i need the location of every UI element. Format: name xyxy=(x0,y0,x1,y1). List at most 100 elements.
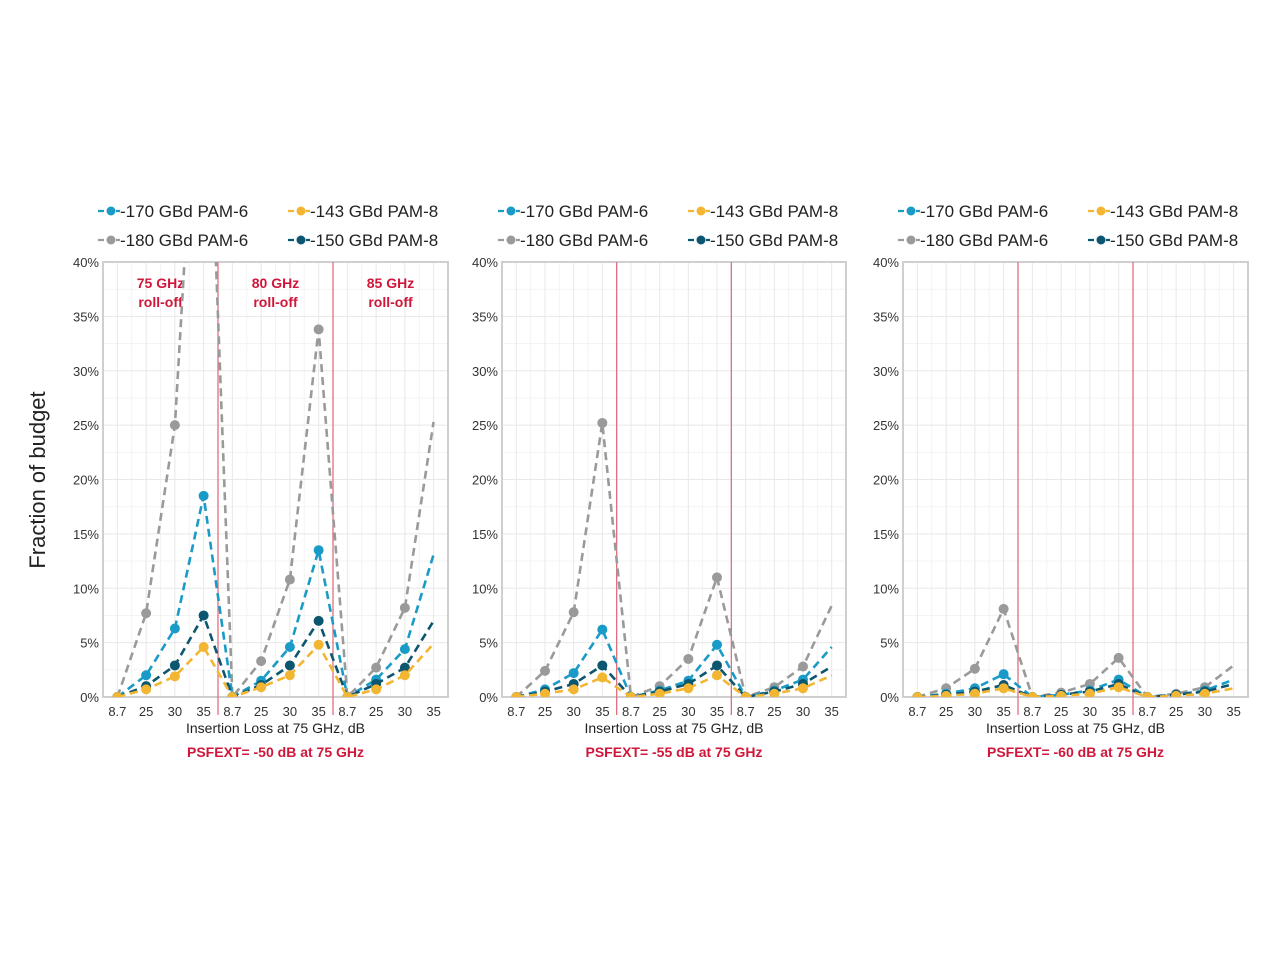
y-tick-label: 35% xyxy=(873,309,899,324)
legend-label: -150 GBd PAM-8 xyxy=(1110,231,1238,250)
data-point-170-gbd-pam-6 xyxy=(568,668,579,679)
y-tick-label: 40% xyxy=(873,255,899,270)
y-tick-label: 0% xyxy=(880,690,899,705)
rolloff-annotation: 85 GHz xyxy=(367,275,414,291)
legend-item-143-gbd-pam-8: -143 GBd PAM-8 xyxy=(1088,202,1238,221)
legend-marker xyxy=(1096,235,1106,245)
legend-label: -180 GBd PAM-6 xyxy=(120,231,248,250)
y-tick-label: 25% xyxy=(873,418,899,433)
data-point-143-gbd-pam-8 xyxy=(1056,690,1067,697)
x-tick-label: 35 xyxy=(196,704,210,719)
data-point-143-gbd-pam-8 xyxy=(769,688,780,697)
x-tick-label: 8.7 xyxy=(737,704,755,719)
x-tick-label: 8.7 xyxy=(1023,704,1041,719)
y-tick-label: 35% xyxy=(73,309,99,324)
data-point-143-gbd-pam-8 xyxy=(1142,692,1153,697)
data-point-143-gbd-pam-8 xyxy=(1113,682,1124,693)
y-axis-title: Fraction of budget xyxy=(25,391,50,568)
data-point-150-gbd-pam-8 xyxy=(597,660,608,671)
legend-label: -180 GBd PAM-6 xyxy=(520,231,648,250)
rolloff-annotation: 80 GHz xyxy=(252,275,299,291)
x-tick-label: 30 xyxy=(398,704,412,719)
data-point-180-gbd-pam-6 xyxy=(141,608,152,619)
x-tick-label: 8.7 xyxy=(338,704,356,719)
legend-marker xyxy=(296,206,306,216)
series-line-170-gbd-pam-6 xyxy=(515,628,833,697)
data-point-143-gbd-pam-8 xyxy=(1084,688,1095,697)
data-point-143-gbd-pam-8 xyxy=(169,671,180,682)
y-tick-label: 10% xyxy=(472,581,498,596)
data-point-150-gbd-pam-8 xyxy=(284,660,295,671)
plot-frame xyxy=(102,261,449,698)
data-point-180-gbd-pam-6 xyxy=(284,574,295,585)
x-tick-label: 30 xyxy=(1198,704,1212,719)
data-point-180-gbd-pam-6 xyxy=(998,603,1009,614)
x-tick-label: 8.7 xyxy=(1138,704,1156,719)
x-tick-label: 30 xyxy=(283,704,297,719)
x-tick-label: 35 xyxy=(595,704,609,719)
x-axis-title: Insertion Loss at 75 GHz, dB xyxy=(186,720,365,736)
data-point-180-gbd-pam-6 xyxy=(712,572,722,583)
data-point-143-gbd-pam-8 xyxy=(112,692,123,697)
data-point-170-gbd-pam-6 xyxy=(169,623,180,634)
legend-item-170-gbd-pam-6: -170 GBd PAM-6 xyxy=(98,202,248,221)
data-point-143-gbd-pam-8 xyxy=(511,692,522,697)
data-point-143-gbd-pam-8 xyxy=(1199,688,1210,697)
x-tick-label: 8.7 xyxy=(223,704,241,719)
x-tick-label: 30 xyxy=(566,704,580,719)
data-point-180-gbd-pam-6 xyxy=(597,417,608,428)
x-tick-label: 25 xyxy=(767,704,781,719)
legend-label: -170 GBd PAM-6 xyxy=(120,202,248,221)
data-point-143-gbd-pam-8 xyxy=(626,692,636,697)
data-point-143-gbd-pam-8 xyxy=(912,692,923,697)
rolloff-annotation: roll-off xyxy=(253,294,298,310)
data-point-180-gbd-pam-6 xyxy=(313,324,324,335)
chart-panel-3: 0% 5% 10% 15% 20% 25% 30% 35% 40% 8.7 25 30 35 8.7 25 3… xyxy=(873,202,1249,760)
x-tick-label: 30 xyxy=(1083,704,1097,719)
chart-panel-1: 0% 5% 10% 15% 20% 25% 30% 35% 40% 8.7 25 30 35 8.7 25 3… xyxy=(73,202,449,760)
plot-frame xyxy=(902,261,1249,698)
data-point-180-gbd-pam-6 xyxy=(798,661,808,672)
legend-label: -170 GBd PAM-6 xyxy=(520,202,648,221)
x-tick-label: 30 xyxy=(968,704,982,719)
panel-caption: PSFEXT= -55 dB at 75 GHz xyxy=(586,744,763,760)
x-tick-label: 30 xyxy=(681,704,695,719)
chart-panel-2: 0% 5% 10% 15% 20% 25% 30% 35% 40% 8.7 25 30 35 8.7 25 3… xyxy=(472,202,847,760)
data-point-180-gbd-pam-6 xyxy=(169,420,180,431)
data-point-143-gbd-pam-8 xyxy=(284,670,295,681)
y-tick-label: 5% xyxy=(479,636,498,651)
legend-label: -143 GBd PAM-8 xyxy=(1110,202,1238,221)
data-point-150-gbd-pam-8 xyxy=(712,660,722,671)
legend-item-170-gbd-pam-6: -170 GBd PAM-6 xyxy=(498,202,648,221)
data-point-150-gbd-pam-8 xyxy=(399,662,410,673)
rolloff-annotation: roll-off xyxy=(368,294,413,310)
legend-label: -143 GBd PAM-8 xyxy=(310,202,438,221)
data-point-170-gbd-pam-6 xyxy=(998,669,1009,680)
data-point-180-gbd-pam-6 xyxy=(256,656,267,667)
legend-label: -143 GBd PAM-8 xyxy=(710,202,838,221)
legend-marker xyxy=(906,206,916,216)
data-point-180-gbd-pam-6 xyxy=(969,663,980,674)
x-tick-label: 35 xyxy=(1226,704,1240,719)
x-tick-label: 25 xyxy=(139,704,153,719)
series-line-170-gbd-pam-6 xyxy=(116,494,435,697)
data-point-143-gbd-pam-8 xyxy=(683,683,694,694)
legend-label: -150 GBd PAM-8 xyxy=(310,231,438,250)
y-tick-label: 30% xyxy=(873,364,899,379)
series-layer xyxy=(112,262,435,697)
data-point-143-gbd-pam-8 xyxy=(256,682,267,693)
y-tick-label: 15% xyxy=(873,527,899,542)
y-tick-label: 40% xyxy=(73,255,99,270)
plot-frame xyxy=(501,261,847,698)
x-axis-title: Insertion Loss at 75 GHz, dB xyxy=(986,720,1165,736)
legend-marker xyxy=(696,206,706,216)
y-tick-label: 5% xyxy=(80,636,99,651)
y-tick-label: 10% xyxy=(73,581,99,596)
data-point-180-gbd-pam-6 xyxy=(1113,652,1124,663)
data-point-143-gbd-pam-8 xyxy=(654,688,665,697)
x-tick-label: 8.7 xyxy=(622,704,640,719)
x-tick-label: 35 xyxy=(1111,704,1125,719)
data-point-143-gbd-pam-8 xyxy=(198,641,209,652)
data-point-143-gbd-pam-8 xyxy=(540,688,550,697)
